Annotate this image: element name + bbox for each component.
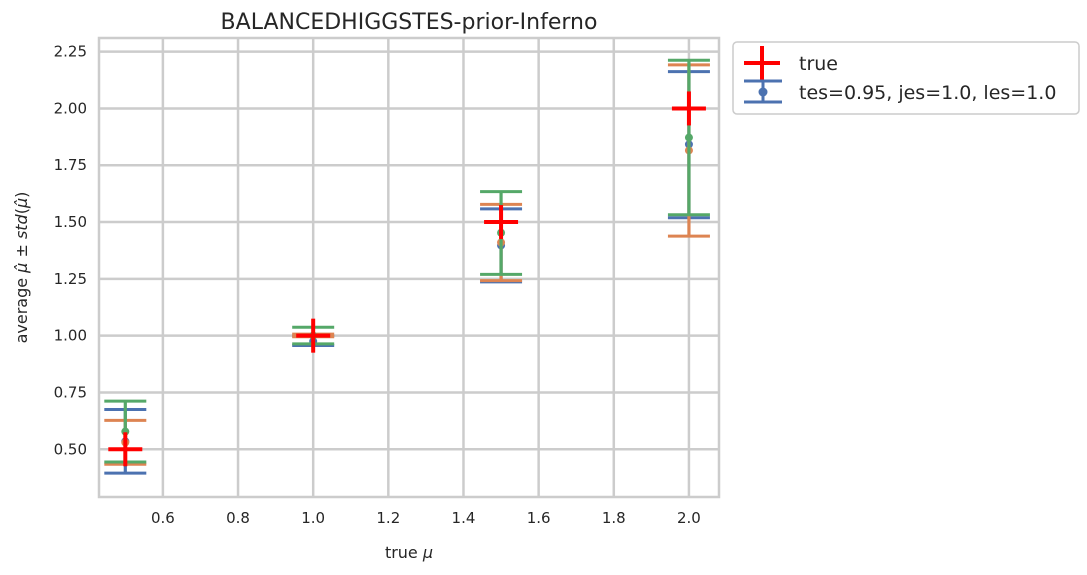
true-marker xyxy=(484,205,519,240)
y-axis-label-part: ± xyxy=(12,239,31,263)
y-tick-label: 2.00 xyxy=(54,99,87,117)
y-tick-label: 2.25 xyxy=(54,43,87,61)
legend-box xyxy=(732,41,1080,115)
true-marker xyxy=(671,91,706,126)
true-marker xyxy=(296,318,331,353)
x-tick-label: 1.0 xyxy=(301,509,325,527)
mean-point xyxy=(684,133,693,142)
legend-true-swatch xyxy=(744,46,780,80)
true-markers xyxy=(108,91,706,467)
y-axis-label-part: average xyxy=(12,273,31,344)
x-axis-label: true μ xyxy=(385,543,433,562)
y-tick-label: 1.00 xyxy=(54,327,87,345)
x-tick-label: 1.8 xyxy=(602,509,626,527)
chart-title: BALANCEDHIGGSTES-prior-Inferno xyxy=(221,10,598,35)
legend-point xyxy=(758,87,768,97)
true-marker xyxy=(108,432,143,467)
y-axis-label-part: ) xyxy=(12,192,31,198)
x-tick-label: 0.6 xyxy=(151,509,175,527)
x-tick-label: 0.8 xyxy=(226,509,250,527)
y-axis-label-part: ( xyxy=(12,208,31,214)
y-axis-label-part: std xyxy=(12,213,31,239)
x-tick-label: 1.4 xyxy=(452,509,476,527)
x-axis-label-symbol: μ xyxy=(422,543,433,562)
legend-series-swatch xyxy=(744,79,782,104)
x-axis-label-text: true xyxy=(385,543,423,562)
x-tick-label: 1.2 xyxy=(376,509,400,527)
y-tick-label: 1.25 xyxy=(54,270,87,288)
y-tick-label: 0.50 xyxy=(54,440,87,458)
y-tick-label: 1.50 xyxy=(54,213,87,231)
y-tick-label: 0.75 xyxy=(54,383,87,401)
legend: true tes=0.95, jes=1.0, les=1.0 xyxy=(732,41,1080,115)
x-tick-label: 1.6 xyxy=(527,509,551,527)
tick-labels: 0.6 0.8 1.0 1.2 1.4 1.6 1.8 2.0 0.50 0.75 1.00 1.25… xyxy=(54,43,701,527)
plot-frame xyxy=(97,36,721,499)
legend-series-label: tes=0.95, jes=1.0, les=1.0 xyxy=(799,82,1056,104)
y-axis-label: average μ̂ ± std(μ̂) xyxy=(12,192,31,344)
y-tick-label: 1.75 xyxy=(54,156,87,174)
x-tick-label: 2.0 xyxy=(677,509,701,527)
y-axis-label-part: μ̂ xyxy=(12,198,31,209)
legend-true-label: true xyxy=(799,53,838,75)
y-axis-label-part: μ̂ xyxy=(12,263,31,274)
